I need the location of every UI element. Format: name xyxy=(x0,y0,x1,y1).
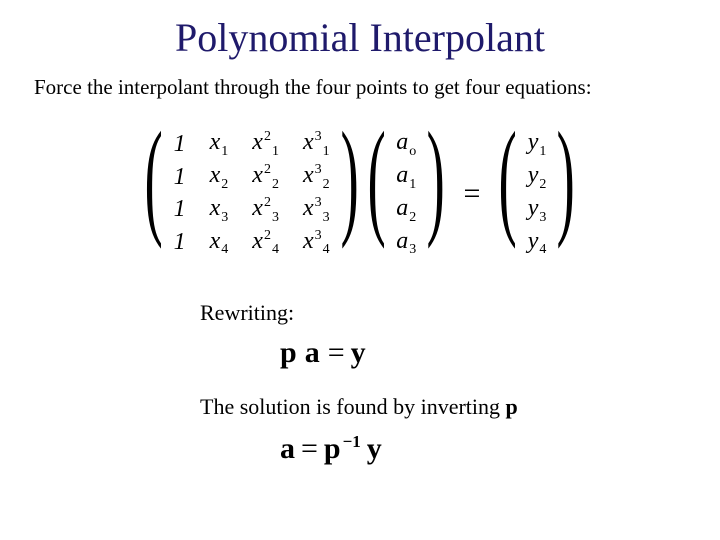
m-cell: x21 xyxy=(240,128,291,161)
left-paren-icon: ( xyxy=(145,128,163,260)
m-cell: x3 xyxy=(198,194,241,227)
m-cell: x23 xyxy=(240,194,291,227)
var-a: a xyxy=(305,336,322,369)
v-cell: a2 xyxy=(384,194,428,227)
var-p: p xyxy=(280,336,299,369)
var-a: a xyxy=(280,432,295,465)
inverse-equation: a=p−1 y xyxy=(280,432,690,466)
m-cell: x31 xyxy=(291,128,342,161)
m-cell: x22 xyxy=(240,161,291,194)
equals-sign: = xyxy=(301,432,318,465)
equals-sign: = xyxy=(463,177,480,211)
m-cell: x24 xyxy=(240,227,291,260)
m-cell: x32 xyxy=(291,161,342,194)
v-cell: y1 xyxy=(516,128,559,161)
rhs-vector: ( y1 y2 y3 y4 ) xyxy=(500,128,573,260)
v-cell: y2 xyxy=(516,161,559,194)
vandermonde-matrix: ( 1 x1 x21 x31 1 x2 x22 x32 1 x3 x23 xyxy=(146,128,357,260)
var-y: y xyxy=(351,336,368,369)
var-p: p xyxy=(324,432,341,465)
solution-text: The solution is found by inverting p xyxy=(200,394,690,420)
matrix-equation: ( 1 x1 x21 x31 1 x2 x22 x32 1 x3 x23 xyxy=(30,128,690,260)
coeff-vector: ( ao a1 a2 a3 ) xyxy=(369,128,444,260)
v-cell: ao xyxy=(384,128,428,161)
left-paren-icon: ( xyxy=(367,128,385,260)
v-cell: a1 xyxy=(384,161,428,194)
exponent: −1 xyxy=(343,432,361,451)
m-cell: 1 xyxy=(162,128,198,161)
m-cell: 1 xyxy=(162,194,198,227)
slide-page: Polynomial Interpolant Force the interpo… xyxy=(0,0,720,540)
m-cell: x1 xyxy=(198,128,241,161)
right-paren-icon: ) xyxy=(427,128,445,260)
var-p: p xyxy=(506,394,518,419)
m-cell: 1 xyxy=(162,161,198,194)
subtitle-text: Force the interpolant through the four p… xyxy=(34,75,690,100)
compact-equation: pa=y xyxy=(280,336,690,370)
m-cell: 1 xyxy=(162,227,198,260)
v-cell: a3 xyxy=(384,227,428,260)
left-paren-icon: ( xyxy=(499,128,517,260)
rewriting-label: Rewriting: xyxy=(200,300,690,326)
m-cell: x4 xyxy=(198,227,241,260)
m-cell: x33 xyxy=(291,194,342,227)
page-title: Polynomial Interpolant xyxy=(30,14,690,61)
equals-sign: = xyxy=(328,336,345,369)
rewriting-block: Rewriting: pa=y The solution is found by… xyxy=(200,300,690,466)
v-cell: y3 xyxy=(516,194,559,227)
m-cell: x34 xyxy=(291,227,342,260)
var-y: y xyxy=(367,432,382,465)
v-cell: y4 xyxy=(516,227,559,260)
right-paren-icon: ) xyxy=(557,128,575,260)
m-cell: x2 xyxy=(198,161,241,194)
right-paren-icon: ) xyxy=(340,128,358,260)
